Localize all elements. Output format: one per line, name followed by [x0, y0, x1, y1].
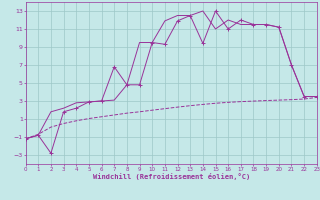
X-axis label: Windchill (Refroidissement éolien,°C): Windchill (Refroidissement éolien,°C) [92, 173, 250, 180]
